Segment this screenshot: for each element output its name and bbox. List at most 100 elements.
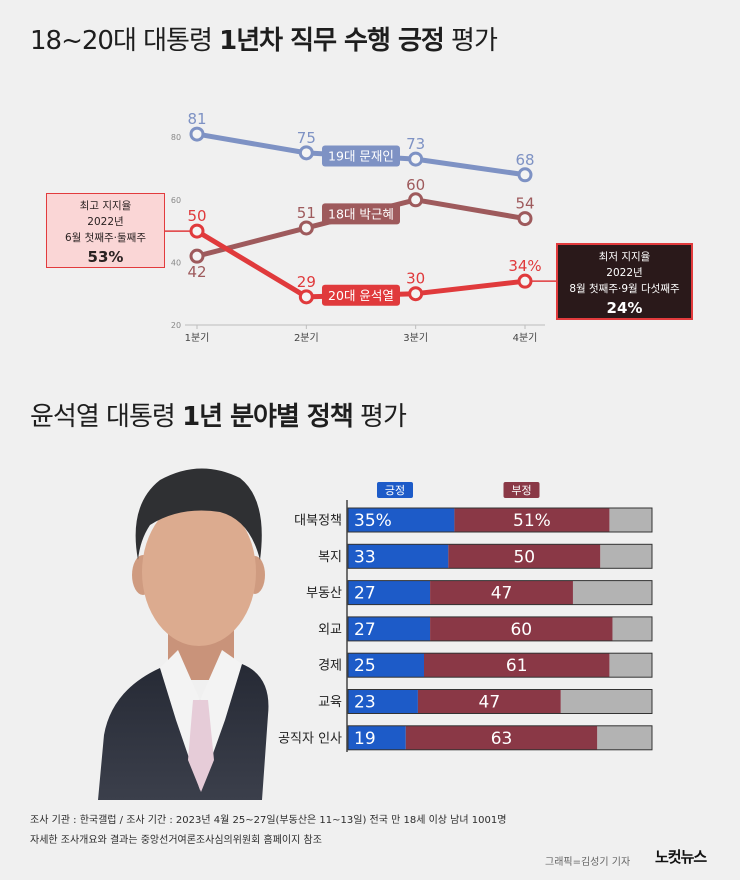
- data-point: [189, 223, 205, 239]
- data-point: [298, 289, 314, 305]
- bar-value-label: 25: [354, 656, 376, 676]
- category-label: 경제: [318, 659, 342, 674]
- title-text: 평가: [352, 402, 407, 432]
- bar-positive: [348, 725, 406, 750]
- y-tick-label: 60: [171, 196, 181, 205]
- bar-value-label: 47: [479, 693, 501, 713]
- bar-negative: [430, 580, 573, 605]
- data-point: [298, 220, 314, 236]
- category-label: 대북정책: [294, 514, 342, 529]
- bar-outline: [347, 689, 653, 714]
- series-label: 18대 박근혜: [328, 206, 394, 221]
- line-chart: 20 40 60 80 1분기 2분기 3분기 4분기 81 75 73 68 19대 문재인 42 51 6…: [165, 110, 556, 344]
- data-point: [189, 126, 205, 142]
- bar-value-label: 27: [354, 584, 376, 604]
- category-label: 교육: [318, 695, 342, 710]
- bar-value-label: 50: [513, 547, 535, 567]
- category-label: 외교: [318, 622, 342, 637]
- bar-value-label: 51%: [513, 511, 551, 531]
- annotation-min-approval: 최저 지지율 2022년 8월 첫째주·9월 다섯째주 24%: [556, 243, 693, 320]
- data-point: [408, 192, 424, 208]
- bar-remainder: [600, 544, 652, 569]
- president-photo: [98, 468, 269, 800]
- publisher-logo: 노컷뉴스: [655, 848, 707, 866]
- annotation-line: 6월 첫째주·둘째주: [65, 232, 146, 244]
- footer-note: 자세한 조사개요와 결과는 중앙선거여론조사심의위원회 홈페이지 참조: [30, 835, 322, 846]
- bar-outline: [347, 725, 653, 751]
- data-label: 68: [515, 151, 534, 169]
- annotation-max-approval: 최고 지지율 2022년 6월 첫째주·둘째주 53%: [46, 193, 165, 268]
- data-point: [189, 248, 205, 264]
- y-tick-label: 80: [171, 133, 181, 142]
- bar-value-label: 23: [354, 693, 376, 713]
- bar-outline: [347, 543, 653, 569]
- legend-pill: [377, 482, 413, 498]
- data-label: 34%: [508, 257, 541, 275]
- bar-positive: [348, 544, 449, 569]
- data-label: 30: [406, 270, 425, 288]
- data-point: [517, 211, 533, 227]
- annotation-line: 2022년: [606, 267, 643, 279]
- data-label: 73: [406, 135, 425, 153]
- bar-remainder: [560, 689, 652, 714]
- title-text: 18~20대 대통령: [30, 26, 220, 56]
- annotation-value: 53%: [87, 248, 124, 266]
- series-label-pill: [321, 145, 400, 167]
- legend-label: 긍정: [385, 484, 405, 497]
- data-label: 50: [187, 207, 206, 225]
- annotation-line: 최저 지지율: [598, 251, 651, 263]
- data-label: 54: [515, 195, 534, 213]
- category-label: 공직자 인사: [278, 731, 342, 746]
- line-chart-title: 18~20대 대통령 1년차 직무 수행 긍정 평가: [30, 20, 498, 57]
- bar-negative: [405, 725, 598, 750]
- bar-outline: [347, 580, 653, 606]
- bar-remainder: [572, 580, 652, 605]
- annotation-value: 24%: [606, 299, 643, 317]
- data-label: 60: [406, 176, 425, 194]
- photo-hair: [135, 468, 262, 560]
- bar-value-label: 60: [510, 620, 532, 640]
- bar-remainder: [612, 616, 652, 641]
- annotation-line: 2022년: [87, 216, 124, 228]
- series-label-pill: [321, 284, 400, 306]
- annotation-line: 최고 지지율: [79, 200, 132, 212]
- data-label: 51: [297, 204, 316, 222]
- series-label-pill: [321, 203, 400, 225]
- bar-value-label: 61: [506, 656, 528, 676]
- bar-value-label: 27: [354, 620, 376, 640]
- bar-remainder: [609, 653, 652, 678]
- data-point: [408, 286, 424, 302]
- bar-negative: [448, 544, 601, 569]
- bar-outline: [347, 507, 653, 533]
- bar-negative: [454, 508, 610, 532]
- bar-positive: [348, 616, 431, 641]
- bar-value-label: 63: [491, 729, 513, 749]
- data-label: 29: [297, 273, 316, 291]
- category-label: 부동산: [306, 586, 342, 601]
- bar-chart-title: 윤석열 대통령 1년 분야별 정책 평가: [30, 396, 407, 433]
- bar-outline: [347, 616, 653, 642]
- data-label: 42: [187, 263, 206, 281]
- graphic-credit: 그래픽=김성기 기자: [545, 857, 631, 868]
- bar-positive: [348, 580, 431, 605]
- bar-negative: [430, 616, 613, 641]
- bar-value-label: 19: [354, 729, 376, 749]
- photo-tie: [188, 700, 214, 792]
- data-point: [298, 145, 314, 161]
- x-tick-label: 1분기: [185, 332, 210, 344]
- data-label: 75: [297, 129, 316, 147]
- legend-label: 부정: [511, 484, 531, 497]
- title-emphasis: 1년 분야별 정책: [182, 402, 354, 432]
- series-label: 20대 윤석열: [328, 288, 394, 303]
- legend-pill: [503, 482, 540, 498]
- y-tick-label: 40: [171, 258, 181, 267]
- y-tick-label: 20: [171, 321, 181, 330]
- bar-outline: [347, 652, 653, 678]
- data-point: [408, 151, 424, 167]
- title-emphasis: 1년차 직무 수행 긍정: [219, 26, 445, 56]
- bar-remainder: [597, 725, 652, 750]
- series-label: 19대 문재인: [328, 148, 394, 163]
- bar-remainder: [609, 508, 652, 532]
